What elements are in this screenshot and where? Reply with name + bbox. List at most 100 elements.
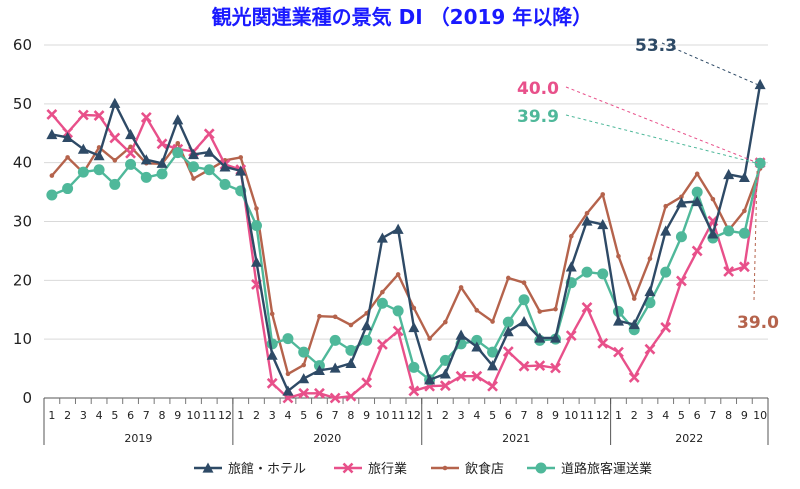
data-point-x (581, 301, 593, 313)
data-point-x (691, 245, 703, 257)
y-tick-label: 0 (22, 389, 32, 407)
data-point-dot (553, 306, 558, 312)
month-tick-label: 5 (678, 409, 685, 422)
month-tick-label: 1 (615, 409, 622, 422)
month-tick-label: 3 (646, 409, 653, 422)
month-tick-label: 4 (284, 409, 291, 422)
data-point-dot (254, 206, 259, 211)
data-point-triangle (502, 326, 514, 337)
data-point-x (77, 109, 89, 121)
data-point-x (342, 462, 354, 474)
data-point-triangle (723, 168, 735, 180)
month-tick-label: 8 (725, 409, 732, 422)
data-point-dot (584, 210, 590, 216)
data-point-triangle (612, 315, 624, 326)
month-tick-label: 3 (269, 409, 276, 422)
data-point-circle (471, 334, 483, 346)
month-tick-label: 9 (174, 409, 181, 422)
data-point-x (361, 377, 373, 389)
data-point-circle (125, 158, 137, 170)
data-point-x (329, 392, 341, 404)
data-point-x (314, 387, 325, 399)
month-tick-label: 5 (300, 409, 307, 422)
data-point-x (376, 339, 388, 350)
data-point-dot (380, 289, 385, 295)
data-point-triangle (707, 228, 719, 239)
y-tick-label: 30 (13, 213, 32, 231)
data-point-dot (600, 192, 606, 197)
data-point-circle (581, 266, 593, 278)
data-point-triangle (156, 157, 168, 168)
data-point-x (471, 370, 483, 382)
month-tick-label: 4 (96, 409, 103, 422)
series-line (51, 84, 762, 393)
data-point-x (660, 321, 672, 333)
annotation-label: 39.9 (517, 107, 559, 127)
month-tick-label: 6 (694, 409, 701, 422)
data-point-triangle (738, 171, 750, 183)
data-point-circle (738, 227, 750, 239)
month-tick-label: 12 (596, 409, 610, 422)
month-tick-label: 10 (375, 409, 389, 422)
data-point-triangle (172, 114, 184, 125)
data-point-dot (395, 272, 401, 277)
data-point-dot (506, 275, 511, 281)
data-point-circle (754, 157, 766, 169)
data-point-dot (238, 155, 244, 160)
data-point-triangle (219, 161, 231, 172)
data-point-circle (691, 186, 703, 198)
data-point-x (597, 337, 609, 349)
data-point-circle (62, 183, 74, 195)
data-point-triangle (188, 148, 200, 160)
series-line (51, 151, 762, 381)
annotation-label: 39.0 (737, 313, 779, 333)
year-label: 2019 (124, 432, 152, 445)
data-point-triangle (455, 329, 467, 340)
month-tick-label: 11 (580, 409, 594, 422)
data-point-circle (140, 171, 152, 183)
data-point-triangle (250, 256, 262, 267)
series-line (50, 113, 762, 400)
data-point-triangle (439, 368, 451, 379)
data-point-dot (191, 176, 196, 181)
series-1 (46, 109, 766, 404)
month-tick-label: 2 (442, 409, 449, 422)
year-label: 2022 (675, 432, 703, 445)
data-point-dot (537, 309, 543, 314)
data-point-dot (631, 296, 637, 301)
data-point-triangle (298, 373, 310, 384)
data-point-dot (742, 208, 747, 214)
data-point-circle (266, 338, 278, 350)
y-tick-label: 50 (13, 95, 32, 113)
data-point-circle (487, 346, 499, 358)
month-tick-label: 9 (363, 409, 370, 422)
data-point-x (723, 266, 735, 277)
data-point-dot (301, 362, 306, 368)
data-point-triangle (62, 131, 74, 143)
data-point-dot (348, 322, 354, 328)
data-point-circle (46, 189, 58, 201)
data-point-triangle (376, 232, 388, 243)
legend-label: 飲食店 (465, 461, 504, 477)
year-label: 2021 (502, 432, 530, 445)
data-point-circle (660, 266, 672, 278)
data-point-triangle (675, 197, 687, 208)
data-point-x (628, 371, 640, 383)
month-tick-label: 7 (143, 409, 150, 422)
data-point-circle (109, 178, 121, 190)
month-tick-label: 4 (662, 409, 669, 422)
data-point-dot (663, 203, 668, 209)
data-point-circle (502, 316, 514, 328)
data-point-dot (442, 465, 448, 471)
month-tick-label: 11 (391, 409, 405, 422)
month-tick-label: 1 (237, 409, 244, 422)
data-point-dot (679, 194, 684, 200)
data-point-x (203, 128, 215, 140)
data-point-triangle (93, 150, 105, 161)
data-point-x (345, 390, 357, 402)
data-point-x (738, 261, 750, 273)
data-point-triangle (487, 360, 499, 371)
grid (44, 44, 768, 399)
data-point-x (534, 360, 546, 372)
data-point-dot (616, 253, 621, 259)
